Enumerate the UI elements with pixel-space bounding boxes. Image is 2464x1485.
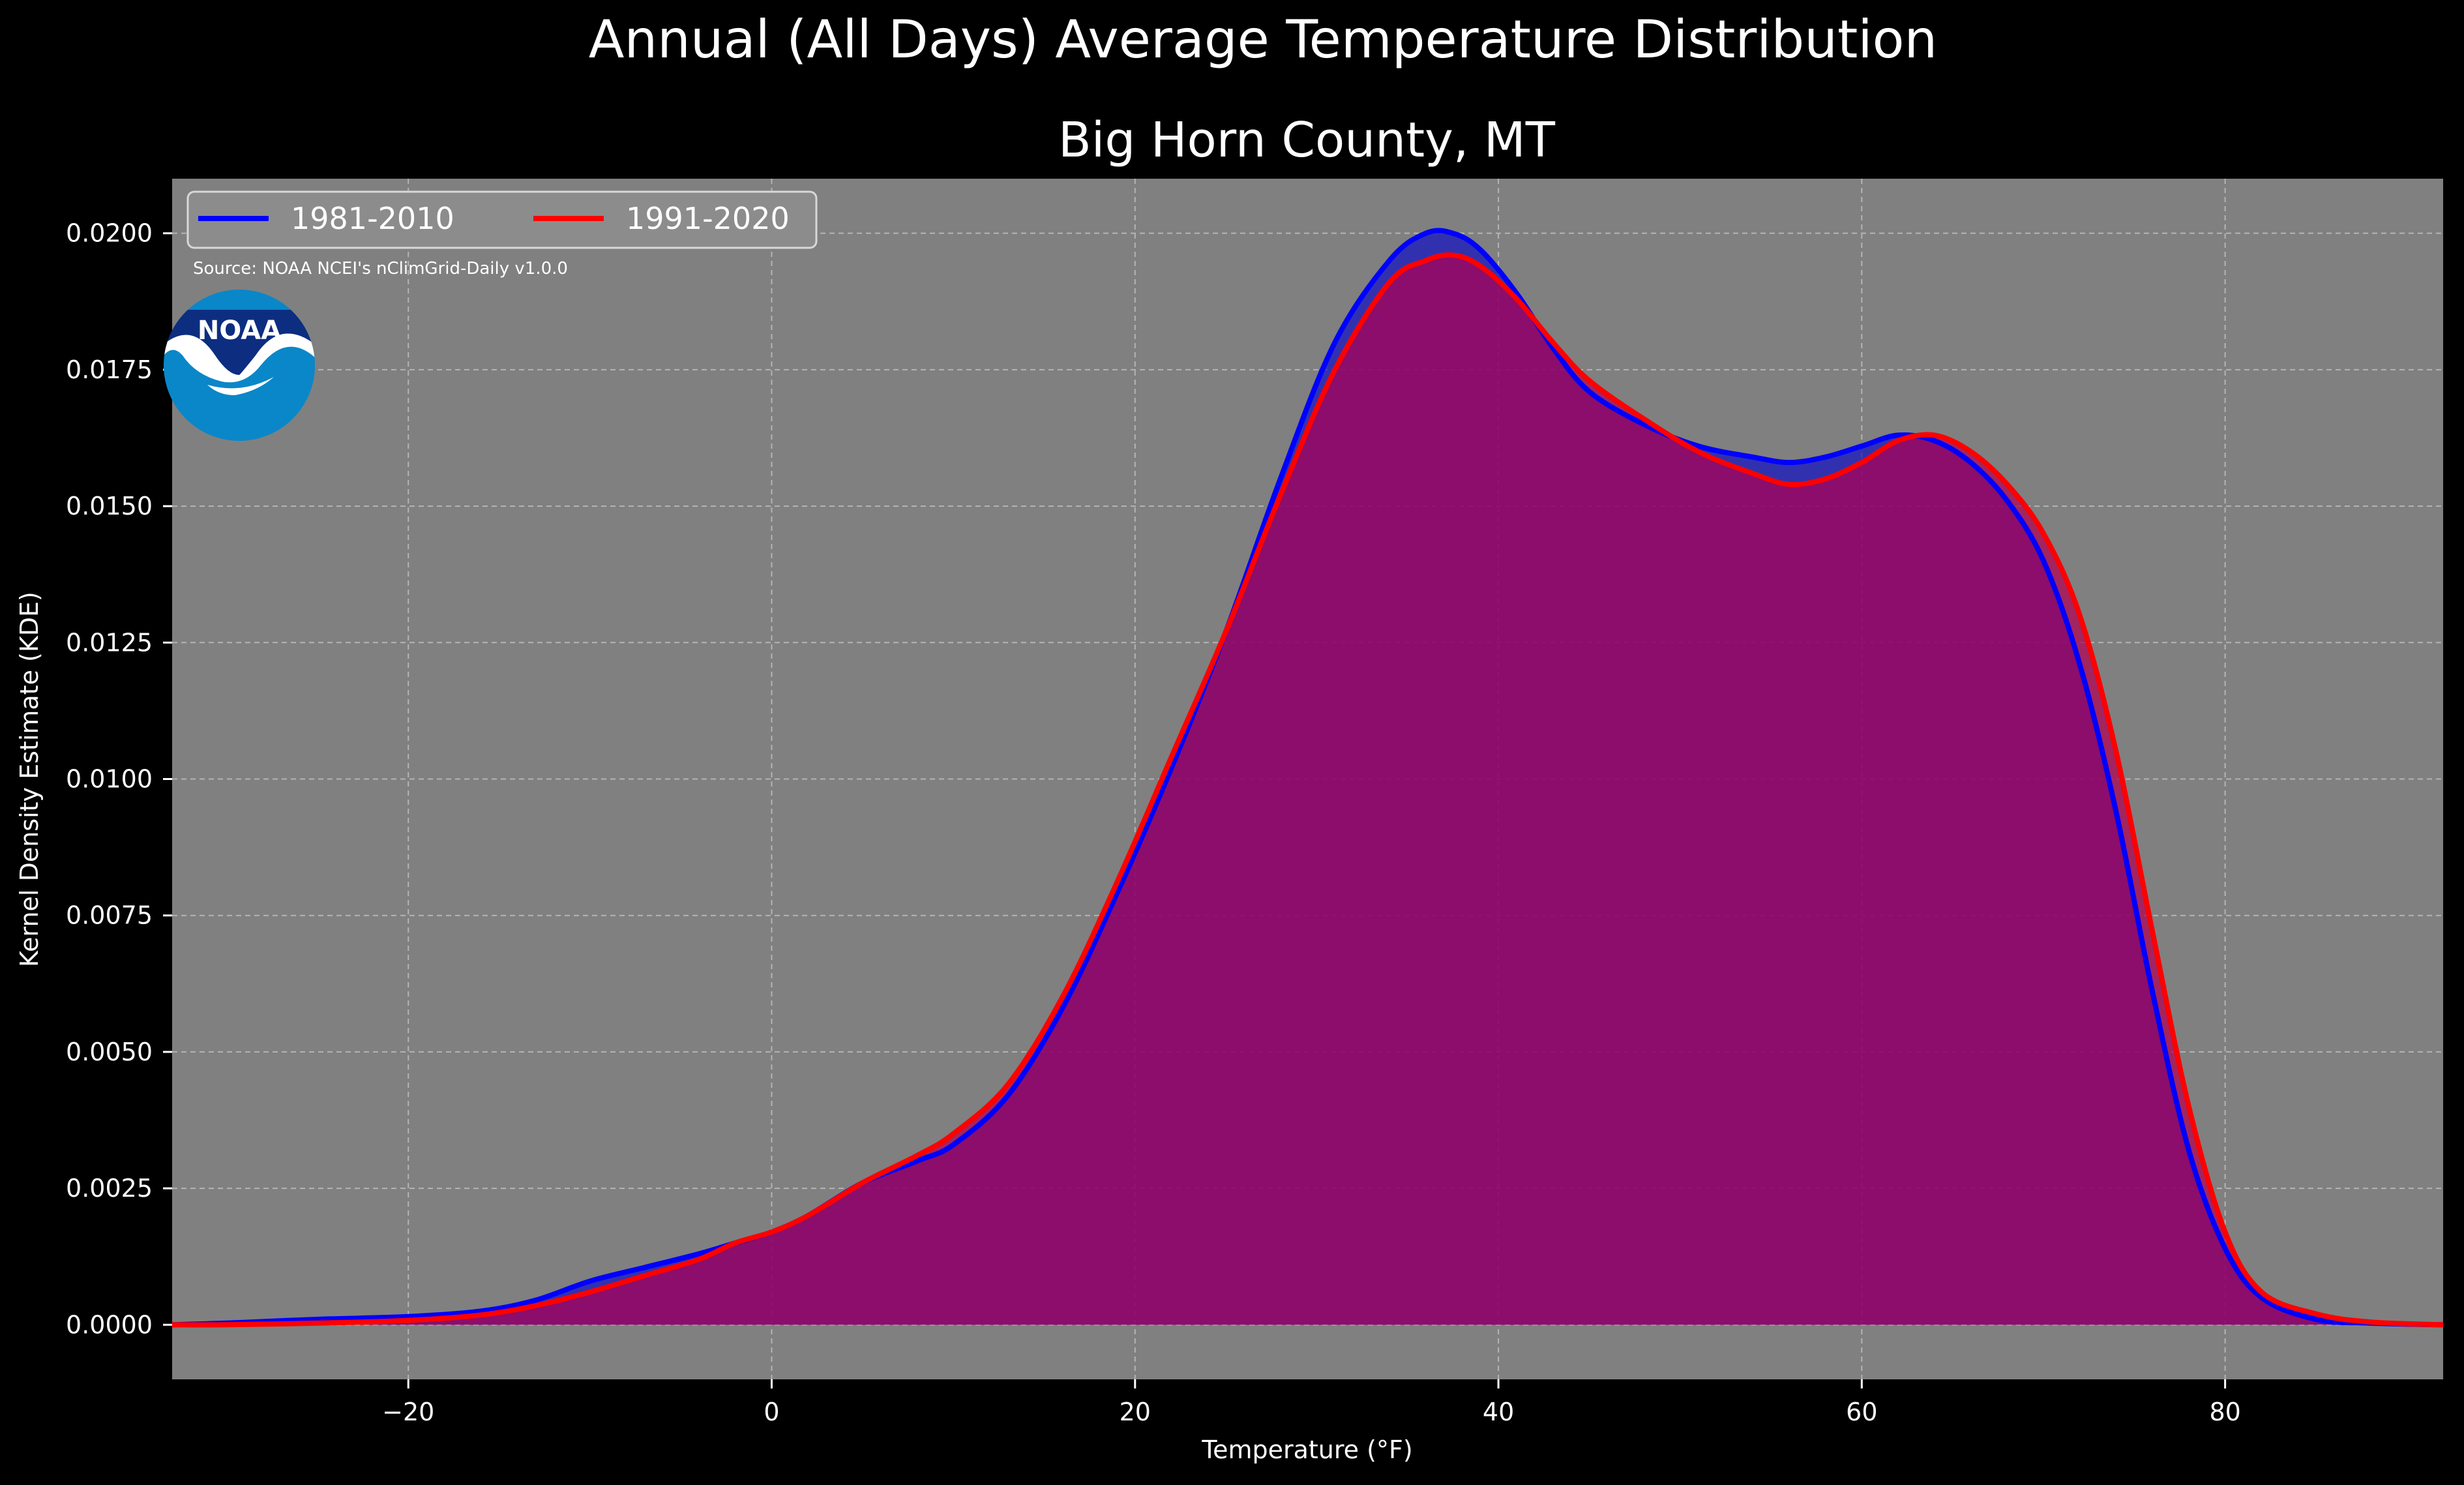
figure-title: Annual (All Days) Average Temperature Di… xyxy=(589,9,1937,70)
y-tick-label: 0.0025 xyxy=(66,1174,153,1203)
legend-label-1981-2010: 1981-2010 xyxy=(291,201,454,236)
chart-subtitle: Big Horn County, MT xyxy=(1058,112,1556,168)
noaa-logo: NOAA xyxy=(164,290,315,441)
y-tick-label: 0.0075 xyxy=(66,901,153,930)
density-lines xyxy=(171,228,2444,1328)
y-tick-label: 0.0150 xyxy=(66,492,153,520)
legend: 1981-2010 1991-2020 xyxy=(186,190,818,249)
legend-box xyxy=(186,190,818,249)
area-fill-1991-2020 xyxy=(172,254,2443,1325)
density-fills xyxy=(172,230,2443,1325)
x-tick-label: 20 xyxy=(1120,1398,1151,1426)
noaa-logo-text: NOAA xyxy=(198,316,281,346)
legend-label-1991-2020: 1991-2020 xyxy=(626,201,790,236)
y-tick-label: 0.0200 xyxy=(66,219,153,248)
source-note: Source: NOAA NCEI's nClimGrid-Daily v1.0… xyxy=(193,259,568,278)
y-tick-label: 0.0000 xyxy=(66,1310,153,1339)
series-line-1981-2010 xyxy=(171,228,2444,1328)
x-tick-label: 60 xyxy=(1846,1398,1877,1426)
x-tick-label: 0 xyxy=(764,1398,779,1426)
y-tick-label: 0.0175 xyxy=(66,355,153,384)
y-axis-label: Kernel Density Estimate (KDE) xyxy=(15,592,44,967)
y-tick-label: 0.0100 xyxy=(66,765,153,794)
x-tick-label: −20 xyxy=(382,1398,434,1426)
y-tick-label: 0.0125 xyxy=(66,628,153,657)
y-tick-label: 0.0050 xyxy=(66,1038,153,1066)
series-line-1991-2020 xyxy=(171,252,2444,1328)
y-axis-ticks: 0.0000 0.0025 0.0050 0.0075 0.0100 0.0125 0.01… xyxy=(66,219,172,1339)
x-axis-label: Temperature (°F) xyxy=(1201,1435,1412,1464)
x-tick-label: 40 xyxy=(1483,1398,1514,1426)
x-tick-label: 80 xyxy=(2209,1398,2240,1426)
x-axis-ticks: −20 0 20 40 60 80 xyxy=(382,1379,2241,1426)
